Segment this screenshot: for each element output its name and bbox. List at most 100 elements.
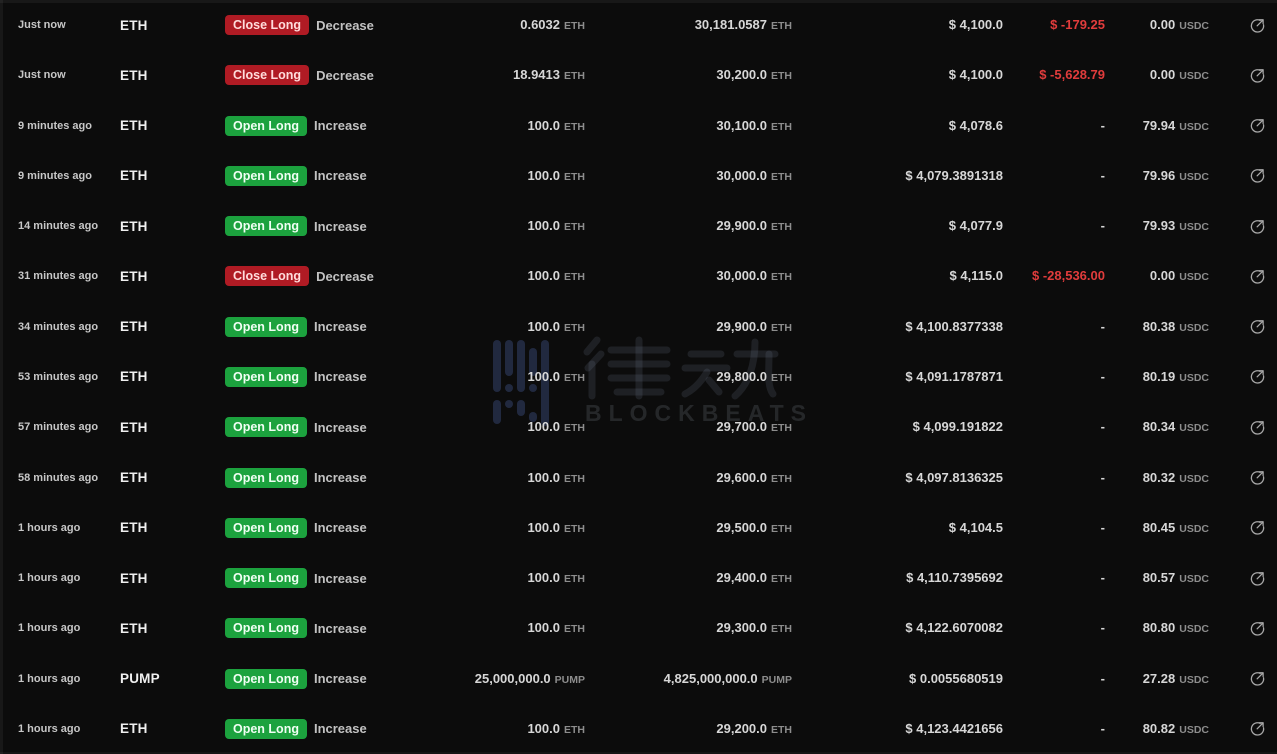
pnl-cell: - <box>1003 318 1105 336</box>
position-total-cell: 29,900.0 ETH <box>585 217 792 235</box>
side-badge: Open Long <box>225 517 307 538</box>
trade-size-unit: ETH <box>564 472 585 485</box>
share-trade-button[interactable] <box>1248 217 1266 235</box>
trade-size-cell: 18.9413 ETH <box>375 66 585 84</box>
fee-value: 79.93 <box>1142 218 1176 234</box>
trade-asset: ETH <box>120 319 148 335</box>
trade-price-cell: $ 4,100.8377338 <box>792 318 1003 336</box>
trade-size-unit: PUMP <box>554 673 585 686</box>
direction-label: Increase <box>313 570 367 586</box>
pnl-cell: $ -179.25 <box>1003 16 1105 34</box>
position-total-cell: 29,800.0 ETH <box>585 368 792 386</box>
pnl-cell: - <box>1003 117 1105 135</box>
trade-size-cell: 100.0 ETH <box>375 318 585 336</box>
trade-size-cell: 100.0 ETH <box>375 267 585 285</box>
position-total-value: 29,300.0 <box>716 620 767 636</box>
trade-size-value: 100.0 <box>527 268 560 284</box>
position-total-unit: ETH <box>771 371 792 384</box>
table-row: 1 hours ago PUMP Open Long Increase 25,0… <box>0 653 1277 703</box>
trade-time: 31 minutes ago <box>18 270 99 283</box>
trade-price-value: $ 4,079.3891318 <box>905 167 1003 183</box>
trade-size-value: 18.9413 <box>513 67 560 83</box>
position-total-value: 4,825,000,000.0 <box>663 670 758 686</box>
trade-price-cell: $ 0.0055680519 <box>792 670 1003 688</box>
position-total-cell: 30,181.0587 ETH <box>585 16 792 34</box>
external-link-icon <box>1250 69 1264 83</box>
fee-unit: USDC <box>1179 623 1209 636</box>
table-row: 9 minutes ago ETH Open Long Increase 100… <box>0 151 1277 201</box>
pnl-value: $ -179.25 <box>1050 17 1105 33</box>
position-total-value: 29,800.0 <box>716 368 767 384</box>
share-trade-button[interactable] <box>1248 368 1266 386</box>
share-trade-button[interactable] <box>1248 670 1266 688</box>
fee-cell: 80.82 USDC <box>1105 720 1209 738</box>
trade-price-value: $ 0.0055680519 <box>909 670 1003 686</box>
side-badge: Open Long <box>225 165 307 186</box>
trade-price-value: $ 4,100.0 <box>948 67 1003 83</box>
fee-unit: USDC <box>1179 723 1209 736</box>
trade-asset: ETH <box>120 118 148 134</box>
pnl-cell: - <box>1003 569 1105 587</box>
position-total-value: 30,000.0 <box>716 167 767 183</box>
trade-size-value: 100.0 <box>527 419 560 435</box>
direction-label: Increase <box>313 520 367 536</box>
side-badge: Open Long <box>225 216 307 237</box>
share-trade-button[interactable] <box>1248 16 1266 34</box>
direction-label: Increase <box>313 671 367 687</box>
share-trade-button[interactable] <box>1248 318 1266 336</box>
trade-asset: ETH <box>120 419 148 435</box>
position-total-unit: ETH <box>771 472 792 485</box>
trade-asset: PUMP <box>120 671 160 687</box>
trade-size-unit: ETH <box>564 573 585 586</box>
side-badge: Open Long <box>225 366 307 387</box>
position-total-value: 30,200.0 <box>716 67 767 83</box>
fee-unit: USDC <box>1179 221 1209 234</box>
share-trade-button[interactable] <box>1248 619 1266 637</box>
position-total-value: 30,100.0 <box>716 117 767 133</box>
direction-label: Increase <box>313 218 367 234</box>
trade-price-value: $ 4,122.6070082 <box>905 620 1003 636</box>
trade-price-value: $ 4,100.0 <box>948 17 1003 33</box>
share-trade-button[interactable] <box>1248 720 1266 738</box>
share-trade-button[interactable] <box>1248 569 1266 587</box>
trade-price-value: $ 4,097.8136325 <box>905 469 1003 485</box>
external-link-icon <box>1250 370 1264 385</box>
trade-time: Just now <box>18 19 66 32</box>
direction-label: Decrease <box>316 67 374 83</box>
trade-size-cell: 100.0 ETH <box>375 720 585 738</box>
share-trade-button[interactable] <box>1248 469 1266 487</box>
trade-price-value: $ 4,078.6 <box>948 117 1003 133</box>
position-total-cell: 29,200.0 ETH <box>585 720 792 738</box>
trade-time: 9 minutes ago <box>18 119 92 132</box>
pnl-value: $ -5,628.79 <box>1039 67 1105 83</box>
trade-size-cell: 100.0 ETH <box>375 469 585 487</box>
position-total-unit: PUMP <box>761 673 792 686</box>
trade-size-unit: ETH <box>564 170 585 183</box>
share-trade-button[interactable] <box>1248 519 1266 537</box>
share-trade-button[interactable] <box>1248 167 1266 185</box>
fee-unit: USDC <box>1179 673 1209 686</box>
share-trade-button[interactable] <box>1248 418 1266 436</box>
fee-unit: USDC <box>1179 70 1209 83</box>
trade-size-value: 100.0 <box>527 117 560 133</box>
share-trade-button[interactable] <box>1248 267 1266 285</box>
direction-label: Increase <box>313 319 367 335</box>
direction-label: Increase <box>313 419 367 435</box>
trade-price-value: $ 4,099.191822 <box>912 419 1003 435</box>
position-total-value: 29,900.0 <box>716 218 767 234</box>
position-total-value: 29,900.0 <box>716 318 767 334</box>
pnl-value: $ -28,536.00 <box>1031 268 1105 284</box>
share-trade-button[interactable] <box>1248 66 1266 84</box>
trade-size-value: 100.0 <box>527 167 560 183</box>
external-link-icon <box>1250 722 1264 736</box>
trade-size-value: 100.0 <box>527 620 560 636</box>
trade-size-cell: 100.0 ETH <box>375 569 585 587</box>
fee-value: 80.80 <box>1142 620 1176 636</box>
pnl-value: - <box>1100 117 1105 133</box>
share-trade-button[interactable] <box>1248 117 1266 135</box>
side-badge: Close Long <box>225 266 310 287</box>
side-badge: Open Long <box>225 668 307 689</box>
trade-price-cell: $ 4,104.5 <box>792 519 1003 537</box>
fee-value: 80.34 <box>1142 419 1176 435</box>
direction-label: Increase <box>313 118 367 134</box>
